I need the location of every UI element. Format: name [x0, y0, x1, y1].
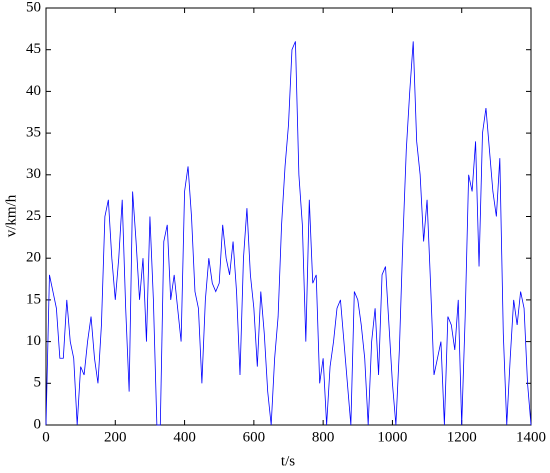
y-tick-label: 15: [26, 291, 41, 307]
x-tick-label: 1400: [516, 429, 546, 445]
x-tick-label: 400: [173, 429, 196, 445]
x-tick-label: 200: [104, 429, 127, 445]
y-tick-label: 20: [26, 250, 41, 266]
plot-frame: [45, 7, 532, 426]
x-axis-label: t/s: [281, 453, 295, 469]
y-tick-label: 30: [26, 166, 41, 182]
x-tick-label: 1200: [447, 429, 477, 445]
y-tick-label: 10: [26, 333, 41, 349]
y-tick-label: 50: [26, 0, 41, 15]
x-tick-label: 800: [312, 429, 335, 445]
y-tick-label: 40: [26, 83, 41, 99]
y-tick-label: 45: [26, 41, 41, 57]
data-line: [45, 41, 532, 426]
x-tick-label: 1000: [377, 429, 407, 445]
y-tick-label: 25: [26, 208, 41, 224]
x-tick-label: 0: [42, 429, 50, 445]
y-tick-label: 0: [34, 416, 42, 432]
y-axis-label: v/km/h: [3, 194, 19, 237]
x-tick-label: 600: [243, 429, 266, 445]
y-tick-label: 5: [34, 375, 42, 391]
y-tick-label: 35: [26, 125, 41, 141]
